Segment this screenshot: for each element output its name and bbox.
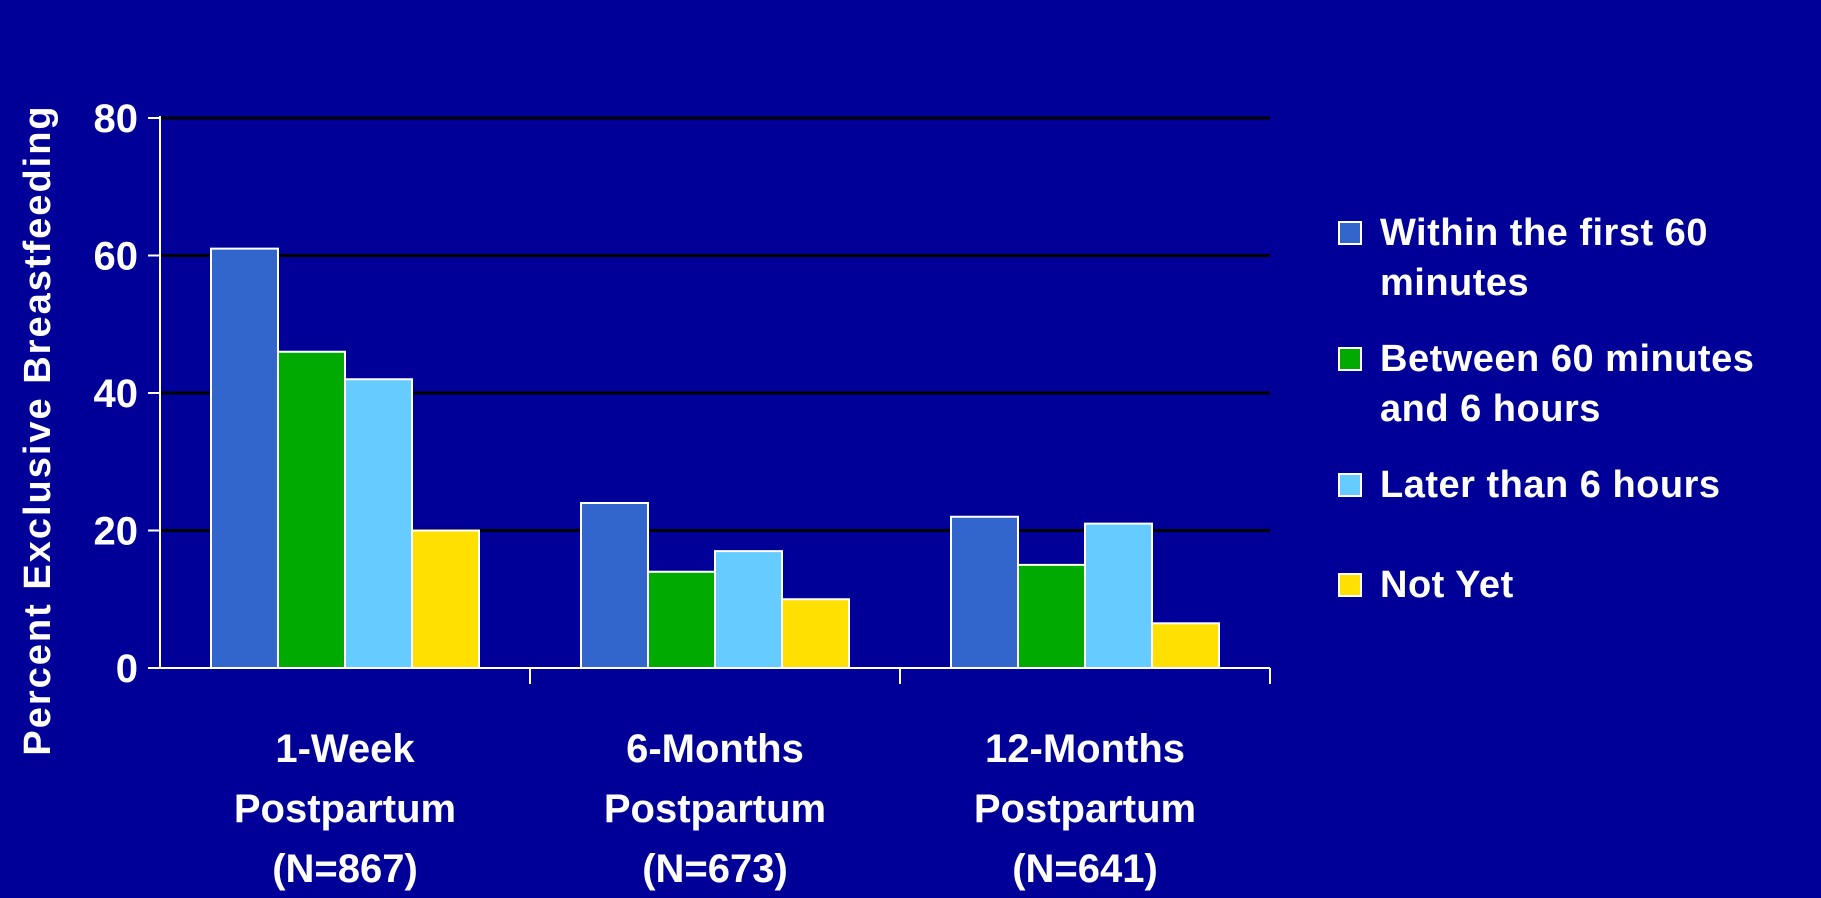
axes — [148, 116, 1271, 684]
bar-not-yet-1 — [411, 529, 480, 669]
x-category-label: (N=641) — [1012, 847, 1158, 891]
x-category-label: Postpartum — [234, 787, 456, 831]
legend-item: Within the first 60 minutes — [1338, 208, 1808, 308]
bar-within-the-first-60-minutes-3 — [950, 515, 1019, 669]
y-tick-label: 80 — [94, 97, 139, 141]
x-category-label: Postpartum — [604, 787, 826, 831]
x-category-label: (N=867) — [272, 847, 418, 891]
legend-swatch — [1338, 573, 1362, 597]
legend-item: Not Yet — [1338, 560, 1808, 610]
y-tick-labels: 0 20 40 60 80 — [94, 97, 139, 691]
bar-within-the-first-60-minutes-2 — [580, 502, 649, 669]
legend-label: minutes — [1380, 262, 1530, 304]
x-category-label: (N=673) — [642, 847, 788, 891]
x-category-labels: 1-Week Postpartum (N=867) 6-Months Postpartu… — [234, 727, 1196, 891]
legend-item: Between 60 minutes and 6 hours — [1338, 334, 1808, 434]
y-tick-label: 20 — [94, 510, 139, 554]
x-category-label: Postpartum — [974, 787, 1196, 831]
bar-not-yet-3 — [1151, 622, 1220, 669]
legend-label: and 6 hours — [1380, 388, 1601, 430]
legend-swatch — [1338, 221, 1362, 245]
y-axis-title: Percent Exclusive Breastfeeding — [17, 104, 59, 755]
bar-not-yet-2 — [781, 598, 850, 669]
x-category-label: 6-Months — [626, 727, 804, 771]
bar-later-than-6-hours-1 — [344, 378, 413, 669]
bar-later-than-6-hours-3 — [1084, 522, 1153, 669]
bar-between-60-minutes-and-6-hours-1 — [277, 350, 346, 669]
bar-between-60-minutes-and-6-hours-2 — [647, 570, 716, 669]
legend-label: Within the first 60 — [1380, 212, 1708, 254]
legend-item: Later than 6 hours — [1338, 460, 1808, 510]
legend: Within the first 60 minutes Between 60 min… — [1338, 208, 1808, 636]
bars — [210, 247, 1220, 669]
legend-swatch — [1338, 473, 1362, 497]
bar-between-60-minutes-and-6-hours-3 — [1017, 563, 1086, 669]
legend-label: Between 60 minutes — [1380, 338, 1755, 380]
y-tick-label: 60 — [94, 235, 139, 279]
bar-within-the-first-60-minutes-1 — [210, 247, 279, 669]
y-tick-label: 0 — [116, 647, 138, 691]
x-category-label: 1-Week — [275, 727, 415, 771]
legend-swatch — [1338, 347, 1362, 371]
y-tick-label: 40 — [94, 372, 139, 416]
x-category-label: 12-Months — [985, 727, 1185, 771]
legend-label: Not Yet — [1380, 564, 1514, 606]
bar-later-than-6-hours-2 — [714, 550, 783, 669]
legend-label: Later than 6 hours — [1380, 464, 1721, 506]
